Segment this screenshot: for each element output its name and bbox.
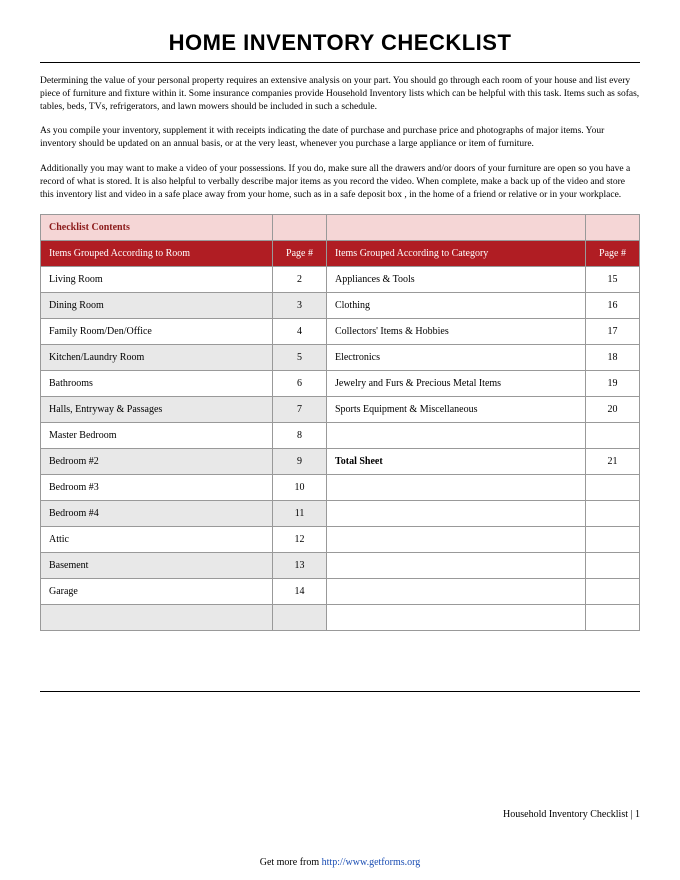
page-cell: 5: [273, 344, 327, 370]
page-cell: 15: [586, 266, 640, 292]
page-cell: 4: [273, 318, 327, 344]
page-cell: [586, 500, 640, 526]
empty-cell: [273, 214, 327, 240]
table-row: Bedroom #310: [41, 474, 640, 500]
room-cell: Garage: [41, 578, 273, 604]
page-cell: 10: [273, 474, 327, 500]
footer-link[interactable]: http://www.getforms.org: [322, 857, 421, 868]
room-column-header: Items Grouped According to Room: [41, 240, 273, 266]
page-cell: 12: [273, 526, 327, 552]
category-cell: [326, 474, 585, 500]
page-cell: 13: [273, 552, 327, 578]
checklist-contents-label: Checklist Contents: [41, 214, 273, 240]
room-cell: Master Bedroom: [41, 422, 273, 448]
page-cell: 7: [273, 396, 327, 422]
page-cell: 2: [273, 266, 327, 292]
room-cell: Bedroom #3: [41, 474, 273, 500]
category-cell: Jewelry and Furs & Precious Metal Items: [326, 370, 585, 396]
table-subheader-row: Items Grouped According to Room Page # I…: [41, 240, 640, 266]
page-cell: 20: [586, 396, 640, 422]
footer-attribution: Get more from http://www.getforms.org: [0, 857, 680, 868]
table-row: Kitchen/Laundry Room5Electronics18: [41, 344, 640, 370]
checklist-table: Checklist Contents Items Grouped Accordi…: [40, 214, 640, 631]
category-cell: Total Sheet: [326, 448, 585, 474]
footer-page-info: Household Inventory Checklist | 1: [503, 809, 640, 820]
table-row: Garage14: [41, 578, 640, 604]
table-row: Living Room2Appliances & Tools15: [41, 266, 640, 292]
page-cell: [586, 552, 640, 578]
room-cell: Bedroom #4: [41, 500, 273, 526]
page-cell: 17: [586, 318, 640, 344]
room-cell: Halls, Entryway & Passages: [41, 396, 273, 422]
category-cell: Clothing: [326, 292, 585, 318]
page-cell: 14: [273, 578, 327, 604]
room-cell: Dining Room: [41, 292, 273, 318]
room-cell: [41, 604, 273, 630]
footer-text: Get more from: [260, 857, 322, 868]
page-cell: [586, 578, 640, 604]
empty-cell: [586, 214, 640, 240]
page-cell: 8: [273, 422, 327, 448]
table-row: Bedroom #29Total Sheet21: [41, 448, 640, 474]
category-cell: [326, 552, 585, 578]
page-column-header: Page #: [273, 240, 327, 266]
category-cell: [326, 604, 585, 630]
category-column-header: Items Grouped According to Category: [326, 240, 585, 266]
category-cell: [326, 422, 585, 448]
page-title: HOME INVENTORY CHECKLIST: [40, 30, 640, 63]
page-cell: 16: [586, 292, 640, 318]
page-cell: [586, 422, 640, 448]
room-cell: Bathrooms: [41, 370, 273, 396]
table-row: Family Room/Den/Office4Collectors' Items…: [41, 318, 640, 344]
category-cell: Sports Equipment & Miscellaneous: [326, 396, 585, 422]
category-cell: [326, 500, 585, 526]
room-cell: Family Room/Den/Office: [41, 318, 273, 344]
page-cell: [586, 474, 640, 500]
table-row: Bedroom #411: [41, 500, 640, 526]
table-row: Halls, Entryway & Passages7Sports Equipm…: [41, 396, 640, 422]
category-cell: [326, 578, 585, 604]
table-row: Bathrooms6Jewelry and Furs & Precious Me…: [41, 370, 640, 396]
room-cell: Basement: [41, 552, 273, 578]
intro-paragraph-1: Determining the value of your personal p…: [40, 75, 640, 113]
category-cell: [326, 526, 585, 552]
room-cell: Living Room: [41, 266, 273, 292]
intro-paragraph-2: As you compile your inventory, supplemen…: [40, 125, 640, 151]
table-row: Basement13: [41, 552, 640, 578]
page-cell: [586, 526, 640, 552]
page-column-header: Page #: [586, 240, 640, 266]
page-cell: 3: [273, 292, 327, 318]
table-row: Attic12: [41, 526, 640, 552]
room-cell: Attic: [41, 526, 273, 552]
page-cell: 18: [586, 344, 640, 370]
table-header-row: Checklist Contents: [41, 214, 640, 240]
table-row: Master Bedroom8: [41, 422, 640, 448]
page-cell: [586, 604, 640, 630]
room-cell: Bedroom #2: [41, 448, 273, 474]
table-row: Dining Room3Clothing16: [41, 292, 640, 318]
table-row: [41, 604, 640, 630]
page-cell: 6: [273, 370, 327, 396]
room-cell: Kitchen/Laundry Room: [41, 344, 273, 370]
footer-divider: [40, 691, 640, 692]
category-cell: Collectors' Items & Hobbies: [326, 318, 585, 344]
page-cell: 11: [273, 500, 327, 526]
category-cell: Electronics: [326, 344, 585, 370]
category-cell: Appliances & Tools: [326, 266, 585, 292]
page-cell: 21: [586, 448, 640, 474]
page-cell: 19: [586, 370, 640, 396]
intro-section: Determining the value of your personal p…: [40, 75, 640, 202]
intro-paragraph-3: Additionally you may want to make a vide…: [40, 163, 640, 201]
page-cell: 9: [273, 448, 327, 474]
empty-cell: [326, 214, 585, 240]
page-cell: [273, 604, 327, 630]
